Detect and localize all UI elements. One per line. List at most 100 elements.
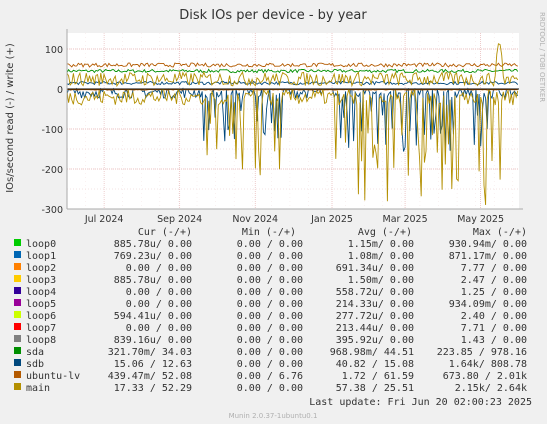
chart-title: Disk IOs per device - by year [179,8,367,23]
legend-cur-loop5: 0.00 / 0.00 [126,299,192,310]
legend-cur-main: 17.33 / 52.29 [114,383,192,394]
legend-min-ubuntu-lv: 0.00 / 6.76 [237,371,303,382]
legend-min-sda: 0.00 / 0.00 [237,347,303,358]
y-axis-label: IOs/second read (-) / write (+) [5,43,16,193]
last-update: Last update: Fri Jun 20 02:00:23 2025 [309,397,532,408]
legend-avg-loop4: 558.72u/ 0.00 [336,287,414,298]
legend-avg-sda: 968.98m/ 44.51 [330,347,414,358]
legend-min-loop4: 0.00 / 0.00 [237,287,303,298]
legend-avg-sdb: 40.82 / 15.08 [336,359,414,370]
y-tick-label: 0 [57,85,63,96]
legend-name-loop6: loop6 [26,311,56,322]
legend-cur-loop7: 0.00 / 0.00 [126,323,192,334]
legend-avg-loop6: 277.72u/ 0.00 [336,311,414,322]
legend-cur-sda: 321.70m/ 34.03 [108,347,192,358]
legend-cur-loop4: 0.00 / 0.00 [126,287,192,298]
x-tick-label: Jan 2025 [310,214,353,225]
legend-cur-loop6: 594.41u/ 0.00 [114,311,192,322]
legend-max-loop3: 2.47 / 0.00 [461,275,527,286]
legend-swatch-main [14,383,21,390]
legend-max-loop4: 1.25 / 0.00 [461,287,527,298]
legend-name-loop0: loop0 [26,239,56,250]
legend-swatch-loop8 [14,335,21,342]
legend-name-loop4: loop4 [26,287,56,298]
y-tick-label: 100 [45,45,63,56]
legend-min-loop0: 0.00 / 0.00 [237,239,303,250]
legend-min-loop6: 0.00 / 0.00 [237,311,303,322]
legend-name-main: main [26,383,50,394]
legend-avg-loop7: 213.44u/ 0.00 [336,323,414,334]
legend-min-loop2: 0.00 / 0.00 [237,263,303,274]
legend-max-loop6: 2.40 / 0.00 [461,311,527,322]
legend-avg-loop1: 1.08m/ 0.00 [348,251,414,262]
axes: -300 -200 -100 0 100 Jul 2024 Sep 2024 Nov 2024… [41,29,523,225]
legend-min-loop8: 0.00 / 0.00 [237,335,303,346]
legend-cur-loop2: 0.00 / 0.00 [126,263,192,274]
legend-min-sdb: 0.00 / 0.00 [237,359,303,370]
munin-version: Munin 2.0.37-1ubuntu0.1 [229,412,318,420]
y-tick-label: -300 [41,205,63,216]
legend-min-loop3: 0.00 / 0.00 [237,275,303,286]
legend-cur-loop0: 885.78u/ 0.00 [114,239,192,250]
legend-header-avg: Avg (-/+) [358,227,412,238]
legend-cur-loop3: 885.78u/ 0.00 [114,275,192,286]
legend-max-ubuntu-lv: 673.80 / 2.01k [443,371,527,382]
legend-cur-ubuntu-lv: 439.47m/ 52.08 [108,371,192,382]
series-sda-write [66,68,519,74]
series-main-write [66,43,519,88]
legend-name-loop2: loop2 [26,263,56,274]
legend-swatch-loop2 [14,263,21,270]
legend-max-sdb: 1.64k/ 808.78 [449,359,527,370]
legend-name-sda: sda [26,347,44,358]
legend-avg-ubuntu-lv: 1.72 / 61.59 [342,371,414,382]
legend-avg-main: 57.38 / 25.51 [336,383,414,394]
legend-max-loop0: 930.94m/ 0.00 [449,239,527,250]
x-tick-label: Jul 2024 [84,214,124,225]
legend-swatch-sdb [14,359,21,366]
legend-name-ubuntu-lv: ubuntu-lv [26,371,80,382]
y-tick-label: -200 [41,165,63,176]
x-tick-label: Nov 2024 [232,214,278,225]
legend-avg-loop3: 1.50m/ 0.00 [348,275,414,286]
legend-swatch-loop6 [14,311,21,318]
legend-max-sda: 223.85 / 978.16 [437,347,527,358]
legend-max-loop1: 871.17m/ 0.00 [449,251,527,262]
legend-header-min: Min (-/+) [242,227,296,238]
legend: Cur (-/+) Min (-/+) Avg (-/+) Max (-/+) … [14,227,527,394]
legend-name-loop5: loop5 [26,299,56,310]
legend-min-main: 0.00 / 0.00 [237,383,303,394]
legend-swatch-loop7 [14,323,21,330]
legend-header-cur: Cur (-/+) [138,227,192,238]
legend-max-loop2: 7.77 / 0.00 [461,263,527,274]
legend-min-loop7: 0.00 / 0.00 [237,323,303,334]
y-tick-label: -100 [41,125,63,136]
series-sdb-write [66,80,519,86]
legend-min-loop5: 0.00 / 0.00 [237,299,303,310]
legend-name-loop1: loop1 [26,251,56,262]
x-tick-label: Mar 2025 [383,214,428,225]
legend-max-loop7: 7.71 / 0.00 [461,323,527,334]
legend-cur-loop8: 839.16u/ 0.00 [114,335,192,346]
legend-avg-loop5: 214.33u/ 0.00 [336,299,414,310]
legend-cur-sdb: 15.06 / 12.63 [114,359,192,370]
legend-name-loop7: loop7 [26,323,56,334]
legend-name-loop8: loop8 [26,335,56,346]
legend-max-loop5: 934.09m/ 0.00 [449,299,527,310]
legend-swatch-loop1 [14,251,21,258]
legend-min-loop1: 0.00 / 0.00 [237,251,303,262]
legend-swatch-loop4 [14,287,21,294]
legend-swatch-sda [14,347,21,354]
legend-avg-loop2: 691.34u/ 0.00 [336,263,414,274]
legend-swatch-loop3 [14,275,21,282]
legend-swatch-ubuntu-lv [14,371,21,378]
x-tick-label: May 2025 [457,214,504,225]
series-ubuntu-lv-write [66,62,518,68]
legend-name-sdb: sdb [26,359,44,370]
legend-max-loop8: 1.43 / 0.00 [461,335,527,346]
legend-swatch-loop5 [14,299,21,306]
legend-cur-loop1: 769.23u/ 0.00 [114,251,192,262]
legend-name-loop3: loop3 [26,275,56,286]
legend-avg-loop8: 395.92u/ 0.00 [336,335,414,346]
legend-swatch-loop0 [14,239,21,246]
